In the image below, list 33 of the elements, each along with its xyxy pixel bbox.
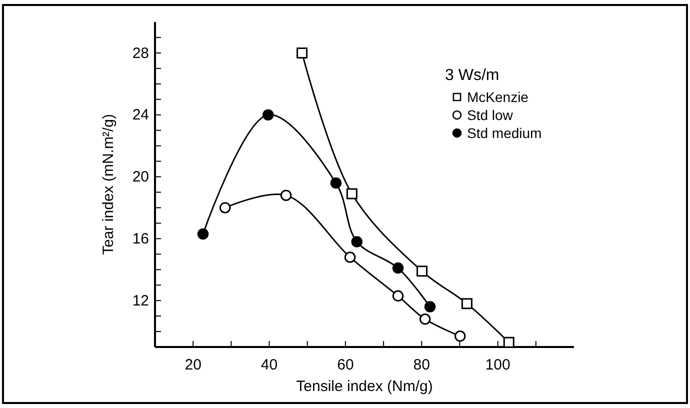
point xyxy=(330,177,342,189)
y-tick-label: 12 xyxy=(132,292,149,310)
y-tick-label: 28 xyxy=(132,44,149,62)
y-tick-label: 24 xyxy=(132,106,149,124)
legend-label: Std low xyxy=(467,107,514,123)
point xyxy=(296,47,308,58)
x-tick-label: 80 xyxy=(413,356,430,374)
point xyxy=(461,298,472,310)
point xyxy=(219,202,231,214)
point xyxy=(416,266,428,277)
point xyxy=(424,301,436,312)
point xyxy=(392,290,404,302)
x-tick-label: 60 xyxy=(337,356,354,374)
x-axis-title: Tensile index (Nm/g) xyxy=(296,378,433,395)
point xyxy=(262,109,274,120)
point xyxy=(419,314,431,325)
point xyxy=(351,236,363,248)
y-tick-label: 20 xyxy=(132,168,149,186)
point xyxy=(280,190,292,201)
point xyxy=(344,252,356,263)
point xyxy=(454,330,466,342)
point xyxy=(197,228,209,240)
legend-title: 3 Ws/m xyxy=(445,67,500,84)
legend-label: Std medium xyxy=(467,125,542,141)
point xyxy=(503,336,514,348)
point xyxy=(346,188,358,200)
y-axis-title: Tear index (mN.m²/g) xyxy=(100,114,117,255)
point xyxy=(392,262,404,274)
x-tick-label: 100 xyxy=(485,356,510,374)
legend-label: McKenzie xyxy=(467,89,529,105)
y-tick-label: 16 xyxy=(132,230,149,248)
x-tick-label: 20 xyxy=(184,356,202,374)
x-tick-label: 40 xyxy=(260,356,278,374)
